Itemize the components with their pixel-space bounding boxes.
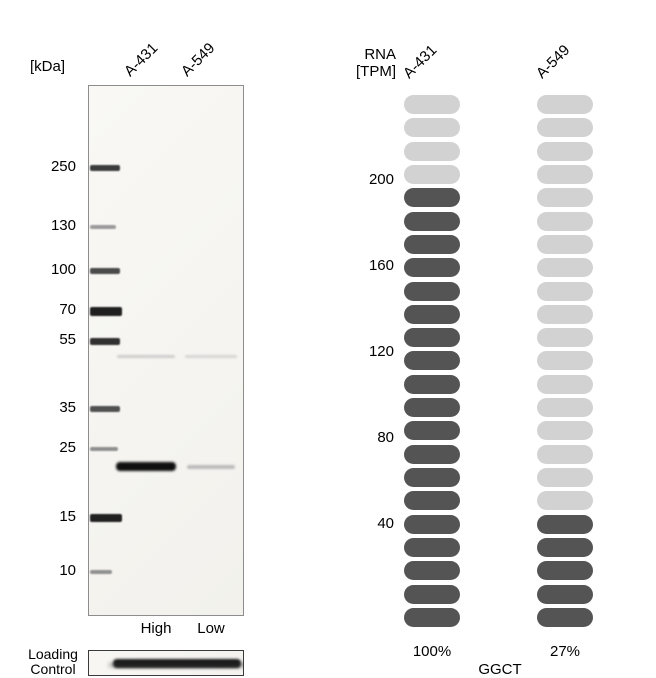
rna-column-a549 (537, 95, 593, 627)
ladder-band-130 (90, 225, 116, 229)
percent-label-a549: 27% (549, 643, 581, 660)
rna-segment-empty (537, 491, 593, 511)
ladder-band-250 (90, 165, 120, 171)
ladder-band-15 (90, 514, 122, 522)
marker-label-70: 70 (59, 301, 76, 318)
band-a431-main-22kda (116, 462, 176, 471)
rna-segment-empty (537, 258, 593, 278)
rna-segment-filled (404, 491, 460, 511)
ladder-band-70 (90, 306, 122, 316)
band-a549-faint-48kda (185, 355, 237, 358)
rna-segment-filled (404, 188, 460, 208)
marker-label-250: 250 (50, 158, 76, 175)
ytick-120: 120 (368, 343, 394, 360)
loading-control-label-line1: Loading (28, 646, 78, 662)
band-loading-smear (109, 663, 243, 667)
marker-label-130: 130 (50, 217, 76, 234)
rna-segment-empty (404, 118, 460, 138)
marker-label-55: 55 (59, 331, 76, 348)
loading-control-label-line2: Control (30, 661, 76, 677)
rna-segment-filled (404, 304, 460, 324)
percent-label-a431: 100% (412, 643, 452, 660)
rna-segment-empty (404, 141, 460, 161)
rna-segment-filled (404, 211, 460, 231)
rna-segment-empty (537, 468, 593, 487)
rna-segment-empty (537, 421, 593, 441)
rna-segment-empty (404, 164, 460, 184)
rna-segment-filled (404, 444, 460, 464)
ytick-80: 80 (377, 429, 394, 446)
ytick-160: 160 (368, 257, 394, 274)
marker-label-35: 35 (59, 399, 76, 416)
rna-segment-empty (537, 328, 593, 348)
rna-segment-empty (537, 211, 593, 231)
rna-axis-label-line2: [TPM] (356, 63, 396, 80)
chart-lane-label-a549: A-549 (532, 41, 574, 82)
rna-segment-filled (537, 607, 593, 627)
ladder-band-55 (90, 337, 120, 345)
wb-lane-label-a431: A-431 (120, 39, 162, 80)
rna-segment-filled (404, 398, 460, 418)
rna-segment-empty (537, 304, 593, 324)
ladder-band-10 (90, 570, 112, 574)
western-blot-image (88, 85, 244, 616)
rna-segment-empty (537, 281, 593, 301)
rna-segment-empty (537, 351, 593, 371)
rna-segment-filled (537, 514, 593, 534)
ladder-band-35 (90, 406, 120, 412)
rna-segment-empty (537, 374, 593, 394)
rna-segment-empty (537, 188, 593, 208)
rna-segment-filled (404, 351, 460, 371)
rna-segment-empty (537, 234, 593, 254)
rna-segment-filled (537, 561, 593, 581)
rna-segment-empty (537, 164, 593, 184)
expression-label-low: Low (197, 620, 225, 637)
rna-segment-filled (537, 537, 593, 557)
ytick-200: 200 (368, 171, 394, 188)
rna-segment-filled (404, 514, 460, 534)
wb-lane-label-a549: A-549 (177, 39, 219, 80)
rna-segment-filled (404, 374, 460, 394)
rna-column-a431 (404, 95, 460, 627)
expression-label-high: High (140, 620, 172, 637)
marker-label-15: 15 (59, 508, 76, 525)
rna-segment-filled (404, 281, 460, 301)
rna-segment-filled (404, 468, 460, 487)
marker-label-25: 25 (59, 439, 76, 456)
rna-segment-filled (404, 537, 460, 557)
ytick-40: 40 (377, 515, 394, 532)
rna-segment-filled (404, 234, 460, 254)
rna-segment-filled (404, 561, 460, 581)
rna-segment-filled (537, 584, 593, 604)
rna-axis-label-line1: RNA (364, 46, 396, 63)
rna-axis-label: RNA [TPM] (340, 46, 396, 80)
rna-segment-empty (537, 444, 593, 464)
kda-unit-label: [kDa] (30, 58, 66, 75)
rna-segment-filled (404, 421, 460, 441)
rna-segment-filled (404, 258, 460, 278)
rna-segment-filled (404, 607, 460, 627)
marker-label-100: 100 (50, 261, 76, 278)
rna-segment-filled (404, 328, 460, 348)
marker-label-10: 10 (59, 562, 76, 579)
rna-segment-filled (404, 584, 460, 604)
rna-segment-empty (537, 398, 593, 418)
rna-segment-empty (404, 95, 460, 114)
loading-control-blot (88, 650, 244, 676)
rna-segment-empty (537, 141, 593, 161)
band-a549-main-22kda (187, 465, 235, 469)
gene-name-label: GGCT (478, 661, 522, 678)
rna-segment-empty (537, 118, 593, 138)
chart-lane-label-a431: A-431 (399, 41, 441, 82)
ladder-band-100 (90, 268, 120, 274)
band-a431-faint-48kda (117, 355, 175, 358)
rna-segment-empty (537, 95, 593, 114)
ladder-band-25 (90, 447, 118, 451)
